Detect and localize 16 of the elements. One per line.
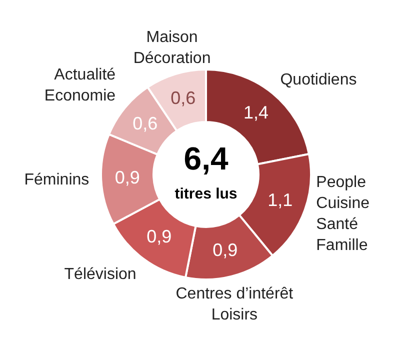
data-label: 0,6 bbox=[170, 88, 196, 108]
slice-label: Actualité Economie bbox=[44, 66, 116, 105]
slice-label: Maison Décoration bbox=[133, 28, 211, 67]
text: titres lus bbox=[174, 186, 238, 203]
data-label: 0,9 bbox=[212, 240, 238, 260]
slice-label: Féminins bbox=[24, 172, 90, 189]
text: 6,4 bbox=[184, 140, 228, 176]
slice-label: Centres d’intérêt Loisirs bbox=[176, 285, 294, 324]
data-label: 0,9 bbox=[146, 226, 172, 247]
data-label: 0,6 bbox=[132, 114, 158, 134]
data-label: 1,1 bbox=[268, 190, 293, 210]
slice-label: People Cuisine Santé Famille bbox=[316, 174, 370, 254]
data-label: 1,4 bbox=[243, 102, 268, 123]
slice-label: Quotidiens bbox=[280, 71, 357, 88]
data-label: 0,9 bbox=[114, 167, 140, 188]
slice-label: Télévision bbox=[64, 266, 136, 283]
